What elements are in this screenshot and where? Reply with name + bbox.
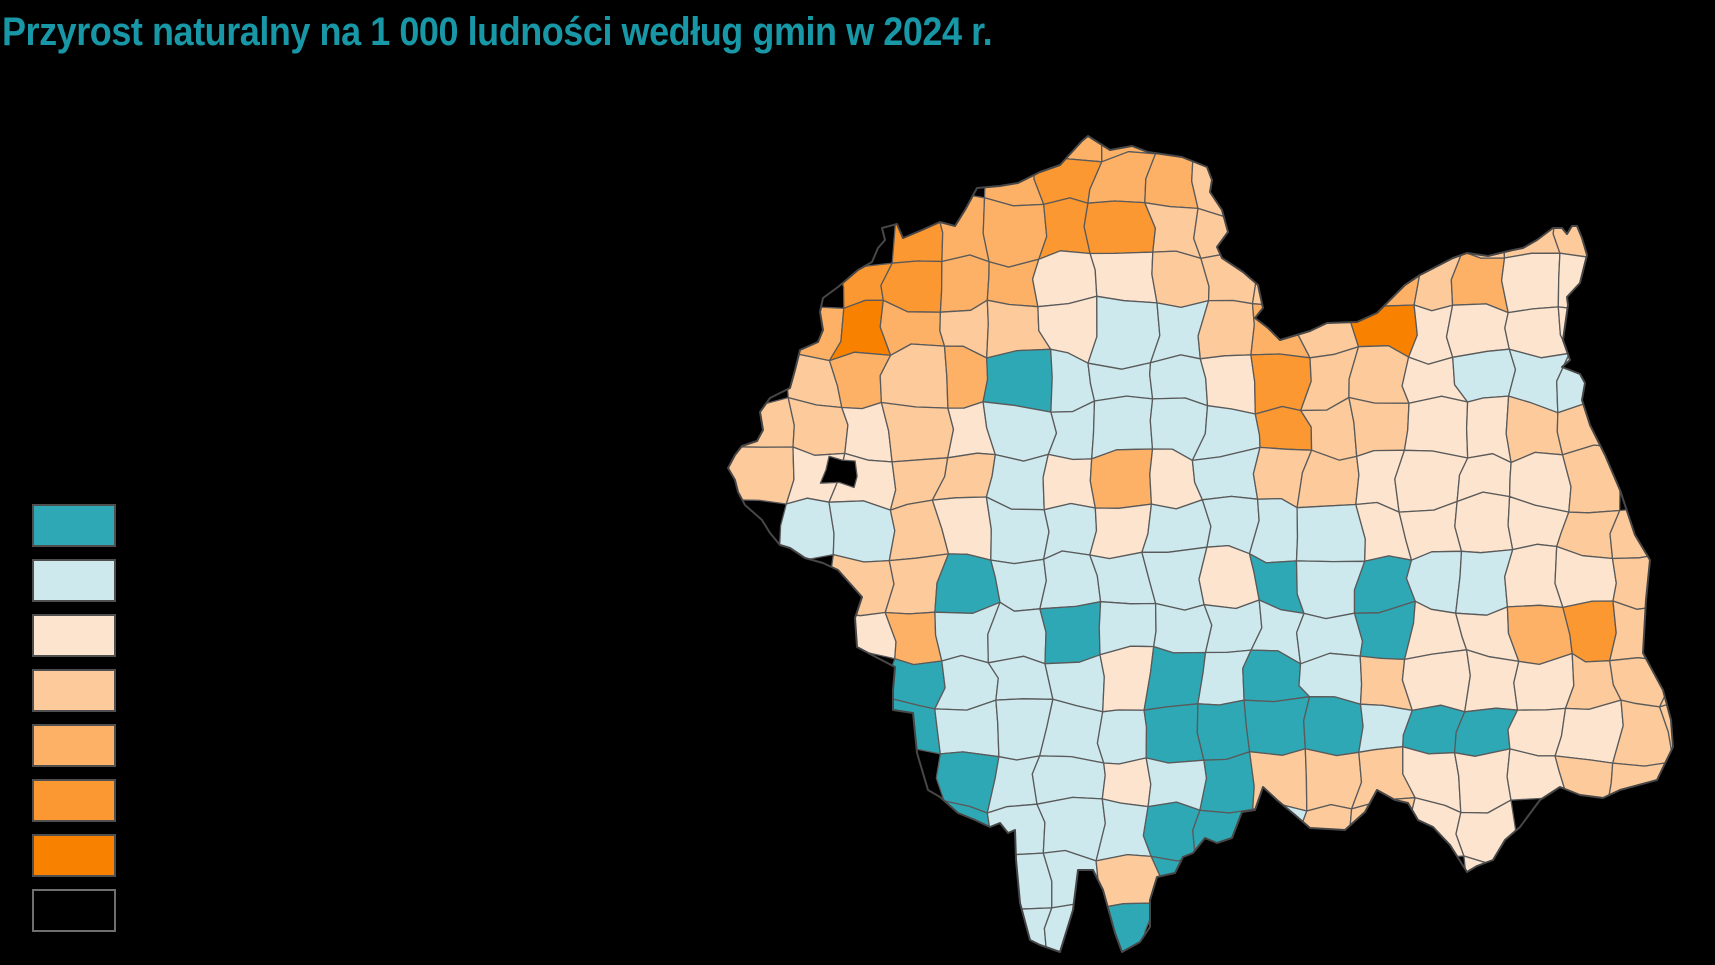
legend-swatch-class-5: [32, 724, 116, 767]
legend-swatch-class-3: [32, 614, 116, 657]
map-region: [1038, 197, 1091, 260]
map-region: [1191, 156, 1261, 218]
map-region: [1453, 748, 1512, 814]
map-region: [1087, 295, 1161, 370]
voivodeship-outline: [727, 135, 1674, 953]
map-region: [943, 345, 989, 409]
map-region: [1506, 604, 1573, 666]
map-region: [1455, 548, 1514, 616]
map-region: [828, 500, 896, 563]
map-region: [982, 401, 1058, 462]
map-region: [1303, 696, 1364, 757]
map-region: [1556, 347, 1630, 414]
map-region: [1196, 699, 1251, 761]
map-region: [1150, 855, 1202, 912]
map-region: [1031, 755, 1106, 805]
map-region: [1658, 654, 1673, 708]
map-region: [1611, 552, 1669, 610]
map-region: [1504, 543, 1564, 609]
legend-swatch-class-7: [32, 834, 116, 877]
map-region: [1199, 751, 1255, 814]
map-region-no-data: [819, 455, 858, 489]
map-region: [1561, 444, 1621, 514]
map-region: [1450, 250, 1509, 314]
map-region: [1096, 709, 1148, 765]
map-region: [1197, 299, 1255, 360]
map-region: [933, 192, 990, 263]
map-region: [1612, 699, 1673, 767]
map-region: [1298, 803, 1358, 859]
map-region: [1304, 748, 1363, 812]
map-region: [830, 611, 897, 660]
map-region: [1445, 303, 1510, 358]
map-region: [1452, 348, 1517, 403]
legend-swatch-class-6: [32, 779, 116, 822]
map-region: [1463, 855, 1511, 916]
map-region: [1500, 252, 1561, 314]
map-region: [1554, 699, 1624, 764]
map-region: [1036, 796, 1106, 862]
map-region: [1083, 200, 1157, 255]
map-region: [1043, 502, 1098, 560]
legend-swatch-class-4: [32, 669, 116, 712]
map-region: [1454, 491, 1514, 554]
map-region: [1452, 202, 1510, 259]
map-region: [991, 852, 1053, 910]
map-region: [827, 553, 895, 617]
map-region: [1193, 207, 1258, 260]
map-region: [1403, 395, 1469, 459]
map-region: [1039, 601, 1102, 665]
map-region: [1042, 453, 1096, 511]
legend-swatch-class-1: [32, 504, 116, 547]
map-region: [1153, 602, 1213, 654]
map-region: [988, 904, 1053, 952]
map-region: [1042, 849, 1100, 911]
map-region: [1348, 345, 1410, 404]
map-region: [987, 601, 1047, 665]
map-region: [1557, 305, 1625, 357]
map-region: [1401, 649, 1471, 713]
map-region: [1295, 503, 1366, 563]
page-title: Przyrost naturalny na 1 000 ludności wed…: [2, 10, 993, 54]
map-region: [1348, 396, 1410, 458]
map-legend: [32, 504, 116, 944]
map-region: [987, 655, 1054, 701]
map-region: [1089, 251, 1158, 304]
map-region: [1095, 798, 1152, 862]
map-region: [1296, 294, 1360, 359]
map-region: [982, 197, 1048, 268]
map-region: [934, 553, 1001, 614]
map-region: [1465, 395, 1512, 464]
map-region: [986, 258, 1040, 308]
map-region: [1243, 696, 1311, 756]
map-region: [1089, 448, 1154, 509]
legend-swatch-class-2: [32, 559, 116, 602]
map-region: [778, 497, 835, 561]
map-region: [1151, 250, 1210, 309]
map-region: [1348, 797, 1416, 859]
map-region: [1087, 362, 1154, 402]
map-region: [1247, 803, 1308, 865]
map-region: [1142, 801, 1201, 862]
map-region: [880, 401, 955, 463]
map-region: [1201, 495, 1260, 555]
map-region: [1250, 298, 1311, 359]
map-region: [1658, 696, 1673, 763]
legend-swatch-no-data: [32, 889, 116, 932]
map-region: [1199, 354, 1256, 415]
map-region: [1192, 808, 1256, 865]
map-region: [1348, 245, 1422, 307]
map-region: [1609, 507, 1668, 560]
map-region: [1143, 645, 1207, 711]
map-region: [1034, 136, 1103, 163]
map-region: [1101, 757, 1152, 808]
map-region: [1143, 703, 1205, 764]
